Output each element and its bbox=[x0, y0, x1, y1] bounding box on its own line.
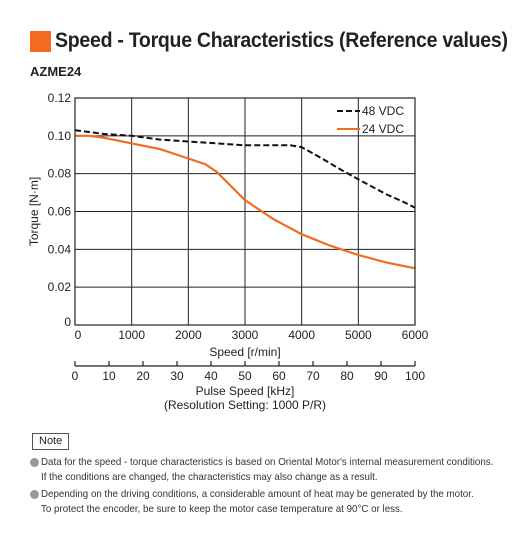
note-line: If the conditions are changed, the chara… bbox=[41, 471, 378, 483]
secondary-tick-label: 70 bbox=[306, 369, 320, 383]
secondary-axis-label: Pulse Speed [kHz] bbox=[196, 384, 295, 398]
y-tick-label: 0.08 bbox=[48, 167, 72, 181]
secondary-tick-label: 10 bbox=[102, 369, 116, 383]
bullet-icon bbox=[30, 458, 39, 467]
plot-frame bbox=[74, 97, 416, 326]
chart-axes: 0 1000 2000 3000 4000 5000 6000 0 0.02 0.04 0.06 0.… bbox=[27, 91, 429, 359]
section-title: Speed - Torque Characteristics (Referenc… bbox=[55, 29, 508, 52]
note-label: Note bbox=[32, 433, 70, 450]
speed-torque-chart: 0 1000 2000 3000 4000 5000 600000.020.040.060.… bbox=[27, 91, 429, 412]
x-tick-label: 3000 bbox=[232, 328, 259, 342]
pulse-speed-axis: 0 10 20 30 40 50 60 70 80 90 100 Pulse Speed [kHz](… bbox=[72, 361, 425, 412]
secondary-tick-label: 80 bbox=[340, 369, 354, 383]
y-axis-label: Torque [N·m] bbox=[27, 177, 41, 246]
x-tick-label: 0 bbox=[75, 328, 82, 342]
y-tick-label: 0.04 bbox=[48, 242, 72, 256]
model-name: AZME24 bbox=[30, 64, 82, 79]
y-tick-label: 0 bbox=[64, 315, 71, 329]
note-line: Data for the speed - torque characterist… bbox=[41, 456, 494, 468]
note-item: Data for the speed - torque characterist… bbox=[30, 455, 525, 485]
secondary-tick-label: 30 bbox=[170, 369, 184, 383]
secondary-tick-label: 50 bbox=[238, 369, 252, 383]
x-tick-label: 6000 bbox=[402, 328, 429, 342]
series-line-24-vdc bbox=[75, 134, 416, 270]
secondary-tick-label: 90 bbox=[374, 369, 388, 383]
bullet-icon bbox=[30, 490, 39, 499]
secondary-tick-label: 100 bbox=[405, 369, 425, 383]
note-line: To protect the encoder, be sure to keep … bbox=[41, 503, 403, 515]
note-line: Depending on the driving conditions, a c… bbox=[41, 488, 474, 500]
series-line-48-vdc bbox=[74, 129, 416, 209]
x-tick-label: 4000 bbox=[288, 328, 315, 342]
chart-legend: 48 VDC 24 VDC bbox=[337, 104, 404, 136]
note-item: Depending on the driving conditions, a c… bbox=[30, 487, 525, 517]
secondary-tick-label: 0 bbox=[72, 369, 79, 383]
y-tick-label: 0.10 bbox=[48, 129, 72, 143]
legend-label: 48 VDC bbox=[362, 104, 404, 118]
secondary-tick-label: 20 bbox=[136, 369, 150, 383]
secondary-tick-label: 40 bbox=[204, 369, 218, 383]
y-tick-label: 0.12 bbox=[48, 91, 72, 105]
y-tick-label: 0.06 bbox=[48, 205, 72, 219]
y-tick-label: 0.02 bbox=[48, 280, 72, 294]
section-header: Speed - Torque Characteristics (Referenc… bbox=[30, 26, 532, 56]
orange-square-icon bbox=[30, 30, 51, 52]
x-axis-label: Speed [r/min] bbox=[209, 345, 280, 359]
x-tick-label: 1000 bbox=[118, 328, 145, 342]
secondary-axis-sublabel: (Resolution Setting: 1000 P/R) bbox=[164, 398, 326, 412]
x-tick-label: 2000 bbox=[175, 328, 202, 342]
legend-label: 24 VDC bbox=[362, 122, 404, 136]
x-tick-label: 5000 bbox=[345, 328, 372, 342]
chart-series bbox=[74, 129, 416, 270]
notes-list: Data for the speed - torque characterist… bbox=[30, 455, 525, 519]
secondary-tick-label: 60 bbox=[272, 369, 286, 383]
